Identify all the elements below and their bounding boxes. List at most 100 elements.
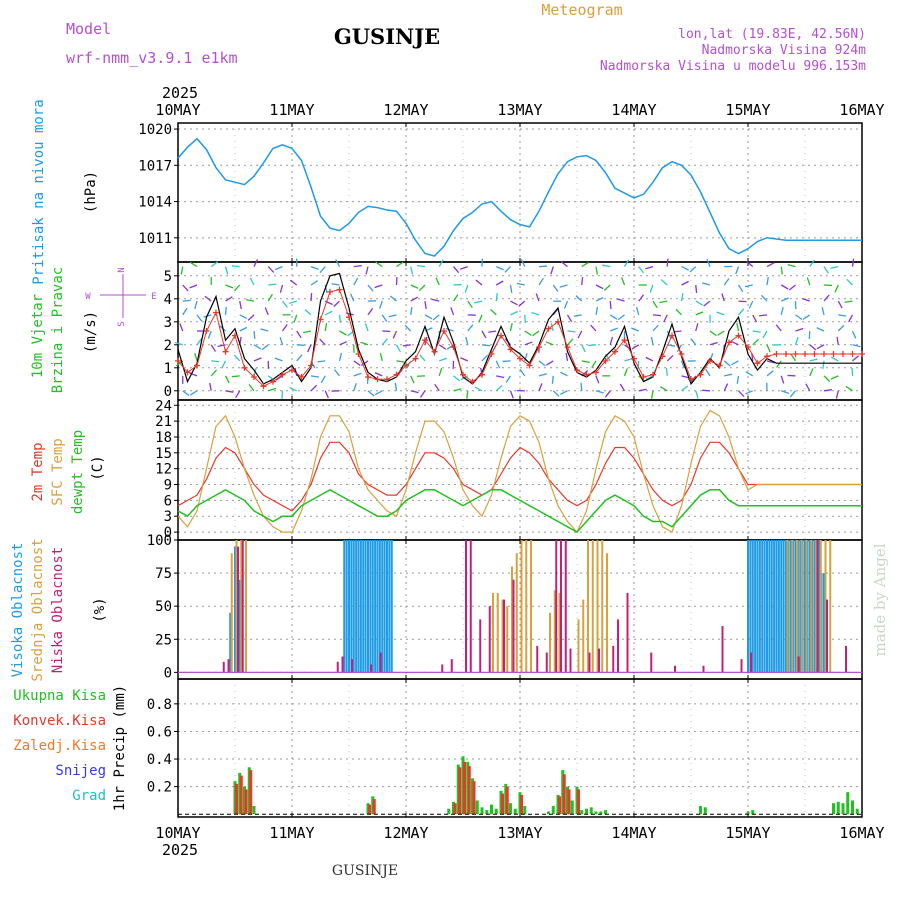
niska-oblacnost-bar bbox=[721, 626, 724, 673]
ukupna-kisa-bar bbox=[604, 810, 607, 815]
wind-arrow bbox=[488, 330, 497, 333]
wind-arrow bbox=[379, 352, 383, 362]
wind-arrow bbox=[303, 330, 312, 334]
wind-arrow bbox=[788, 284, 796, 291]
wind-arrow bbox=[453, 266, 460, 274]
wind-arrow bbox=[652, 324, 659, 332]
wind-arrow bbox=[478, 314, 483, 323]
wind-arrow bbox=[695, 311, 704, 316]
wind-arrow bbox=[652, 300, 658, 309]
wind-arrow bbox=[758, 314, 768, 317]
visoka-oblacnost-bar bbox=[758, 540, 761, 673]
wind-marker bbox=[374, 376, 381, 383]
wind-marker bbox=[593, 369, 599, 376]
wind-arrow bbox=[703, 300, 711, 307]
y-tick-label: 0.8 bbox=[147, 697, 172, 713]
compass-n: N bbox=[117, 267, 127, 272]
wind-arrow bbox=[595, 266, 599, 275]
wind-arrow bbox=[531, 311, 540, 316]
visoka-oblacnost-bar bbox=[808, 540, 811, 673]
visoka-oblacnost-bar bbox=[761, 540, 764, 673]
wind-unit: (m/s) bbox=[83, 311, 99, 353]
wind-arrow bbox=[721, 293, 725, 302]
panels: 1011101410171020012345036912151821240255… bbox=[138, 122, 865, 818]
wind-arrow bbox=[410, 390, 419, 394]
ukupna-kisa-bar bbox=[490, 804, 493, 815]
wind-arrow bbox=[296, 344, 305, 347]
ukupna-kisa-bar bbox=[594, 811, 598, 815]
wind-arrow bbox=[296, 354, 303, 362]
wind-arrow bbox=[775, 324, 782, 332]
wind-arrow bbox=[795, 327, 804, 332]
wind-arrow bbox=[339, 330, 347, 336]
wind-arrow bbox=[816, 327, 825, 332]
y-tick-label: 1020 bbox=[138, 122, 172, 138]
bottom-tick-label: 15MAY bbox=[725, 824, 770, 842]
wind-arrow bbox=[563, 300, 569, 309]
visoka-oblacnost-bar bbox=[388, 540, 391, 673]
temp-series bbox=[177, 409, 862, 534]
visoka-oblacnost-bar bbox=[823, 573, 825, 673]
wind-arrow bbox=[194, 300, 198, 309]
niska-oblacnost-bar bbox=[545, 652, 548, 673]
wind-arrow bbox=[310, 384, 318, 392]
wind-arrow bbox=[253, 330, 256, 340]
wind-arrow bbox=[631, 327, 639, 332]
wind-arrow bbox=[660, 386, 668, 392]
wind-arrow bbox=[179, 323, 184, 332]
wind-arrow bbox=[617, 314, 625, 321]
niska-oblacnost-bar bbox=[588, 652, 591, 673]
wind-arrow bbox=[189, 261, 198, 268]
wind-arrow bbox=[281, 300, 288, 308]
ukupna-kisa-bar bbox=[855, 808, 859, 815]
meteogram-label: Meteogram bbox=[541, 1, 622, 19]
srednja-oblacnost-bar bbox=[606, 553, 608, 673]
visoka-oblacnost-bar bbox=[754, 540, 757, 673]
wind-arrow bbox=[275, 375, 283, 381]
niska-oblacnost-bar bbox=[441, 664, 444, 673]
wind-arrow bbox=[524, 341, 533, 346]
niska-oblacnost-bar bbox=[845, 645, 847, 673]
wind-arrow bbox=[667, 344, 676, 347]
wind-marker bbox=[564, 344, 571, 351]
wind-arrow bbox=[595, 306, 599, 316]
wind-marker bbox=[688, 376, 694, 383]
wind-arrow bbox=[695, 390, 699, 399]
srednja-oblacnost-bar bbox=[596, 540, 599, 673]
wind-arrow bbox=[434, 383, 440, 392]
wind-arrow bbox=[324, 310, 333, 316]
wind-arrow bbox=[546, 360, 554, 366]
visoka-oblacnost-bar bbox=[804, 540, 806, 673]
wind-arrow bbox=[233, 284, 241, 292]
wind-arrow bbox=[552, 284, 559, 292]
wind-arrow bbox=[745, 371, 754, 377]
srednja-oblacnost-bar bbox=[819, 540, 822, 673]
wind-marker bbox=[792, 351, 799, 357]
top-tick-label: 13MAY bbox=[497, 101, 542, 119]
visoka-oblacnost-bar bbox=[357, 540, 360, 673]
y-tick-label: 75 bbox=[155, 566, 172, 582]
wind-arrow bbox=[247, 314, 255, 321]
niska-oblacnost-bar bbox=[241, 540, 244, 673]
cloud-label-low: Niska Oblacnost bbox=[50, 547, 66, 673]
srednja-oblacnost-bar bbox=[525, 540, 528, 673]
wind-marker bbox=[260, 383, 267, 390]
wind-marker bbox=[270, 378, 276, 385]
cloud-unit: (%) bbox=[92, 597, 108, 622]
wind-arrow bbox=[616, 298, 625, 302]
y-tick-label: 25 bbox=[155, 632, 172, 648]
visoka-oblacnost-bar bbox=[378, 540, 381, 673]
wind-marker bbox=[469, 378, 476, 385]
precip-label-snow: Snijeg bbox=[55, 763, 106, 779]
wind-arrow bbox=[603, 284, 611, 291]
srednja-oblacnost-bar bbox=[230, 553, 233, 673]
ukupna-kisa-bar bbox=[485, 810, 489, 815]
wind-marker bbox=[545, 325, 552, 332]
wind-arrow bbox=[681, 385, 689, 392]
wind-arrow bbox=[310, 265, 319, 270]
wind-arrow bbox=[780, 306, 784, 316]
wind-arrow bbox=[333, 300, 340, 308]
wind-arrow bbox=[835, 390, 839, 399]
wind-arrow bbox=[559, 284, 568, 288]
